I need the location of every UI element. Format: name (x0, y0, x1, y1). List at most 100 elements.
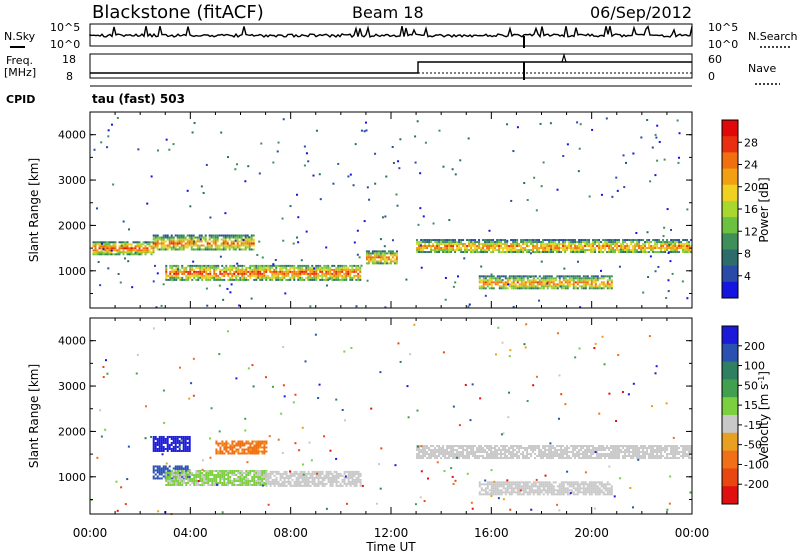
velocity-cell (179, 473, 182, 476)
velocity-cell (522, 491, 525, 494)
power-cell (608, 243, 611, 246)
power-cell (190, 240, 193, 243)
power-cell (600, 247, 603, 250)
velocity-cell (602, 485, 605, 488)
velocity-cell (199, 475, 202, 478)
velocity-cell (287, 476, 290, 479)
velocity-cell (606, 445, 609, 448)
power-cell (167, 278, 170, 281)
power-cell (592, 285, 595, 288)
velocity-cell (502, 447, 505, 450)
power-cell (242, 234, 245, 237)
velocity-cell (152, 467, 155, 470)
velocity-cell (211, 473, 214, 476)
power-cell (554, 285, 557, 288)
power-cell (263, 274, 266, 277)
velocity-cell (442, 451, 445, 454)
velocity-cell (548, 451, 551, 454)
velocity-cell (289, 472, 292, 475)
power-cell (650, 241, 653, 244)
velocity-cell (632, 447, 635, 450)
velocity-cell (257, 481, 260, 484)
power-cell (333, 276, 336, 279)
power-cell (102, 243, 105, 246)
velocity-cell (578, 457, 581, 460)
velocity-cell (446, 449, 449, 452)
velocity-cell (287, 478, 290, 481)
velocity-cell (158, 441, 161, 444)
power-cell (373, 256, 376, 259)
velocity-cell (177, 473, 180, 476)
power-cell (345, 274, 348, 277)
velocity-cell (201, 479, 204, 482)
power-cell (458, 239, 461, 242)
velocity-cell (446, 447, 449, 450)
power-cell (389, 252, 392, 255)
velocity-cell (207, 469, 210, 472)
velocity-cell (594, 481, 597, 484)
power-cell (444, 249, 447, 252)
velocity-cell (259, 479, 262, 482)
power-cell (686, 241, 689, 244)
power-cell (119, 281, 122, 284)
velocity-cell (186, 441, 189, 444)
power-cell (460, 239, 463, 242)
velocity-cell (201, 481, 204, 484)
power-cell (528, 281, 531, 284)
velocity-cell (432, 455, 435, 458)
power-cell (172, 246, 175, 249)
power-cell (520, 251, 523, 254)
velocity-cell (189, 469, 192, 472)
velocity-cell (277, 484, 280, 487)
velocity-cell (652, 455, 655, 458)
velocity-cell (245, 469, 248, 472)
power-cell (584, 245, 587, 248)
velocity-cell (178, 439, 181, 442)
power-cell (478, 251, 481, 254)
power-cell (92, 241, 95, 244)
velocity-cell (317, 470, 320, 473)
velocity-cell (207, 479, 210, 482)
velocity-cell (229, 471, 232, 474)
power-cell (200, 234, 203, 237)
velocity-cell (672, 445, 675, 448)
power-cell (355, 268, 358, 271)
power-cell (484, 243, 487, 246)
power-cell (464, 245, 467, 248)
power-cell (323, 264, 326, 267)
power-cell (506, 245, 509, 248)
power-cell (666, 239, 669, 242)
velocity-cell (243, 479, 246, 482)
velocity-cell (578, 491, 581, 494)
velocity-cell (291, 484, 294, 487)
power-cell (171, 264, 174, 267)
velocity-cell (181, 481, 184, 484)
velocity-cell (275, 470, 278, 473)
power-cell (614, 249, 617, 252)
velocity-cell (562, 493, 565, 496)
velocity-cell (608, 489, 611, 492)
power-cell (246, 244, 249, 247)
velocity-cell (281, 480, 284, 483)
power-cell (347, 274, 350, 277)
power-cell (584, 249, 587, 252)
velocity-cell (548, 491, 551, 494)
velocity-cell (241, 450, 244, 453)
power-cell (654, 251, 657, 254)
velocity-cell (158, 437, 161, 440)
velocity-cell (636, 447, 639, 450)
power-cell (272, 264, 275, 267)
power-cell (244, 244, 247, 247)
velocity-cell (528, 493, 531, 496)
power-cell (276, 150, 279, 153)
power-cell (146, 202, 149, 205)
velocity-cell (231, 448, 234, 451)
power-cell (670, 241, 673, 244)
velocity-cell (283, 476, 286, 479)
power-cell (434, 251, 437, 254)
power-cell (252, 234, 255, 237)
power-cell (424, 251, 427, 254)
power-cell (596, 239, 599, 242)
power-cell (275, 272, 278, 275)
velocity-cell (175, 481, 178, 484)
